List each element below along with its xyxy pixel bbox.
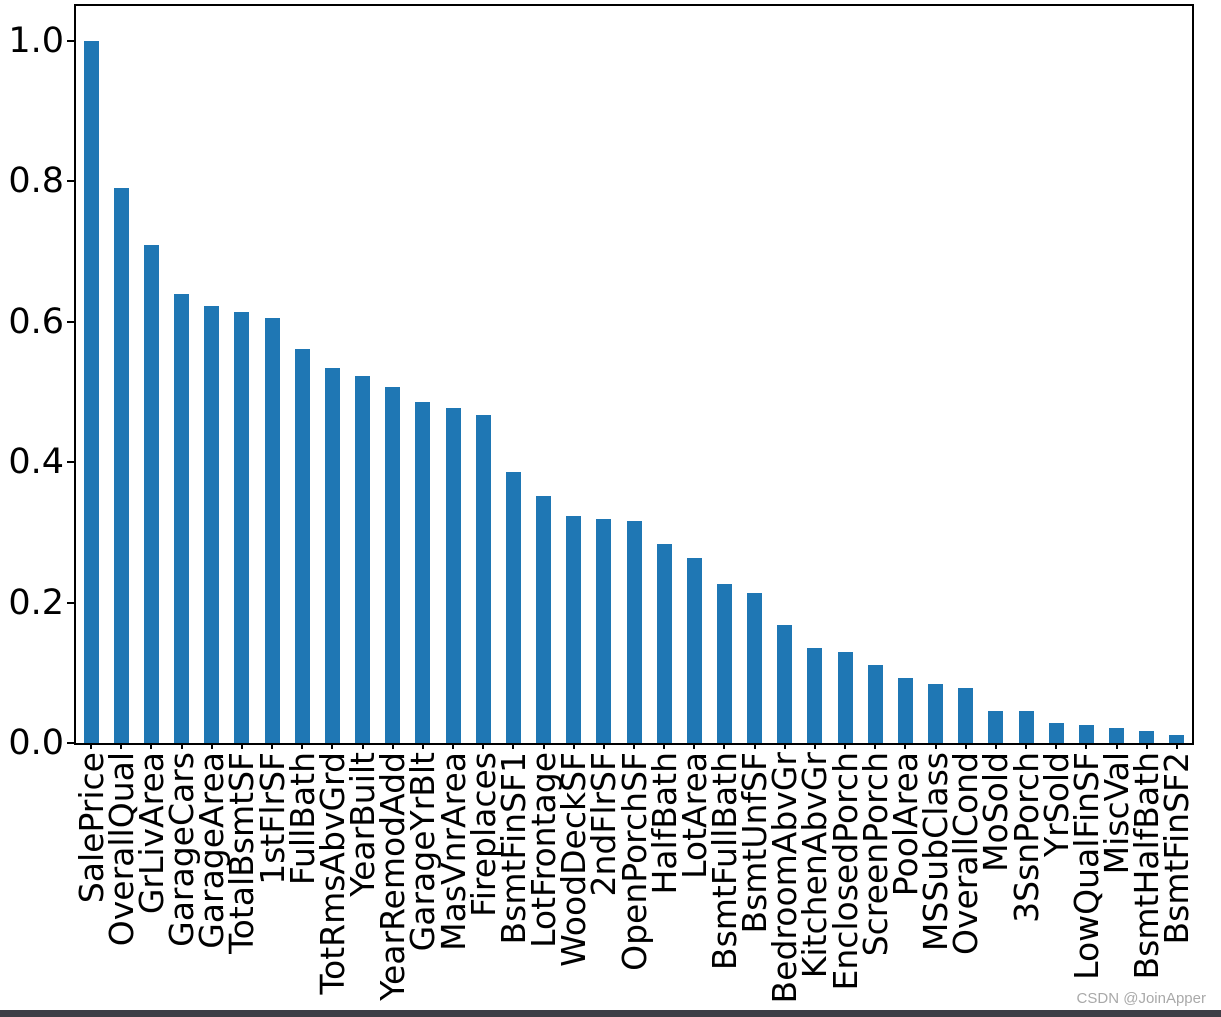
bar (143, 245, 159, 743)
bar (264, 318, 280, 743)
x-tick-mark (693, 743, 695, 749)
bar (807, 648, 823, 743)
y-tick-label: 0.6 (8, 302, 64, 342)
bar (897, 678, 913, 743)
x-tick-mark (392, 743, 394, 749)
x-tick-mark (784, 743, 786, 749)
x-tick-mark (512, 743, 514, 749)
y-tick-mark (67, 461, 74, 463)
x-tick-mark (482, 743, 484, 749)
bar (204, 306, 220, 743)
bar (1078, 725, 1094, 743)
bar (716, 584, 732, 743)
x-tick-mark (995, 743, 997, 749)
bar (1109, 728, 1125, 743)
x-tick-mark (1055, 743, 1057, 749)
y-tick-mark (67, 40, 74, 42)
x-tick-mark (543, 743, 545, 749)
bottom-bar (0, 1010, 1221, 1017)
watermark: CSDN @JoinApper (1076, 990, 1206, 1007)
y-tick-label: 0.4 (8, 442, 64, 482)
bar (566, 516, 582, 743)
bar (505, 472, 521, 743)
bar (1139, 731, 1155, 743)
x-tick-mark (874, 743, 876, 749)
x-tick-mark (301, 743, 303, 749)
x-tick-mark (271, 743, 273, 749)
x-tick-mark (965, 743, 967, 749)
bar (958, 688, 974, 743)
x-tick-mark (1025, 743, 1027, 749)
x-tick-mark (452, 743, 454, 749)
bar (174, 294, 190, 743)
x-tick-mark (150, 743, 152, 749)
bar (294, 349, 310, 743)
x-tick-mark (723, 743, 725, 749)
bar (596, 519, 612, 743)
y-tick-label: 0.2 (8, 583, 64, 623)
bar (1018, 711, 1034, 743)
bar (777, 625, 793, 743)
bar (837, 652, 853, 743)
y-tick-mark (67, 180, 74, 182)
x-tick-mark (633, 743, 635, 749)
bar (355, 376, 371, 743)
x-tick-mark (1085, 743, 1087, 749)
bar (988, 711, 1004, 743)
x-tick-mark (573, 743, 575, 749)
y-tick-label: 1.0 (8, 21, 64, 61)
y-tick-mark (67, 742, 74, 744)
plot-area (74, 4, 1194, 745)
x-tick-mark (904, 743, 906, 749)
bar (83, 41, 99, 743)
x-tick-mark (362, 743, 364, 749)
x-tick-mark (331, 743, 333, 749)
x-tick-mark (211, 743, 213, 749)
bar (536, 496, 551, 743)
bar (747, 593, 763, 743)
bar (1169, 735, 1185, 743)
x-tick-mark (422, 743, 424, 749)
bar (1048, 723, 1064, 743)
x-tick-mark (241, 743, 243, 749)
bar (324, 368, 340, 743)
y-tick-mark (67, 321, 74, 323)
bar (626, 521, 642, 743)
x-tick-mark (663, 743, 665, 749)
x-tick-mark (603, 743, 605, 749)
x-tick-mark (754, 743, 756, 749)
x-tick-mark (844, 743, 846, 749)
x-tick-mark (814, 743, 816, 749)
bar (656, 544, 672, 743)
x-tick-mark (935, 743, 937, 749)
bar (475, 415, 491, 743)
bar (385, 387, 401, 743)
x-tick-label: BsmtFinSF2 (1157, 752, 1196, 945)
x-tick-mark (90, 743, 92, 749)
bar (415, 402, 431, 743)
y-tick-mark (67, 602, 74, 604)
bar (867, 665, 883, 743)
bar (445, 408, 461, 743)
bar (113, 188, 129, 743)
x-tick-mark (1176, 743, 1178, 749)
x-tick-mark (120, 743, 122, 749)
bar (686, 558, 702, 743)
bar (928, 684, 944, 743)
x-tick-mark (1146, 743, 1148, 749)
bar (234, 312, 250, 743)
x-tick-mark (181, 743, 183, 749)
x-tick-mark (1116, 743, 1118, 749)
y-tick-label: 0.0 (8, 723, 64, 763)
y-tick-label: 0.8 (8, 161, 64, 201)
